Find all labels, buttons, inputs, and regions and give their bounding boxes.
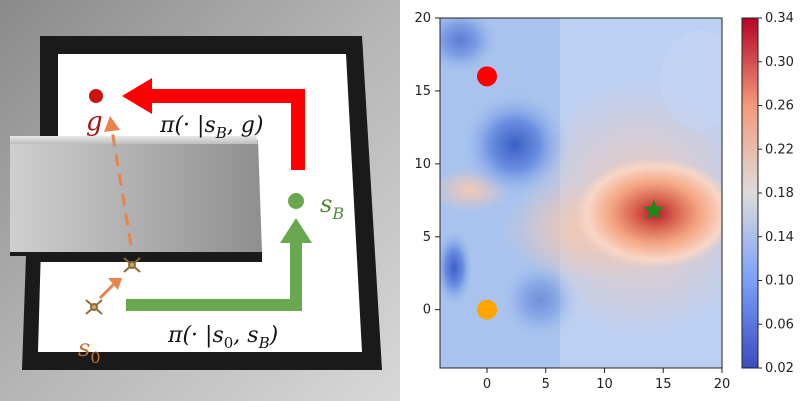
colorbar-tick-label: 0.26 — [765, 99, 794, 114]
orange-short-arrow-head — [108, 278, 122, 290]
colorbar-tick-label: 0.18 — [765, 186, 794, 201]
goal-point — [477, 66, 497, 87]
colorbar-tick-label: 0.06 — [765, 317, 794, 332]
subgoal-star — [643, 199, 665, 220]
colorbar-tick-label: 0.34 — [765, 11, 794, 26]
red-policy-arrow — [150, 89, 305, 170]
goal-marker — [89, 89, 103, 103]
y-axis-ticks: 0 5 10 15 20 — [414, 11, 440, 318]
x-tick-label: 10 — [596, 377, 613, 392]
red-arrow-head — [122, 78, 152, 114]
colorbar-tick-label: 0.22 — [765, 142, 794, 157]
maze-inner-block — [10, 140, 262, 252]
y-tick-label: 5 — [423, 230, 431, 245]
heatmap-markers — [477, 66, 665, 320]
colorbar — [741, 17, 759, 369]
policy-label-top: π(· |sB, g) — [159, 113, 263, 142]
orange-short-arrow — [98, 282, 116, 300]
y-tick-label: 0 — [423, 303, 431, 318]
start-point — [477, 299, 497, 320]
subgoal-marker — [288, 193, 304, 209]
colorbar-ticks: 0.02 0.06 0.10 0.14 0.18 0.22 0.26 0.30 0.34 — [758, 11, 794, 376]
y-tick-label: 10 — [414, 157, 431, 172]
colorbar-tick-label: 0.14 — [765, 230, 794, 245]
y-tick-label: 15 — [414, 84, 431, 99]
x-tick-label: 15 — [655, 377, 672, 392]
x-tick-label: 0 — [483, 377, 491, 392]
heatmap-field — [440, 18, 722, 368]
green-policy-arrow — [126, 240, 302, 311]
goal-label: g — [86, 107, 103, 137]
x-tick-label: 5 — [542, 377, 550, 392]
policy-label-bottom: π(· |s0, sB) — [167, 323, 278, 352]
colorbar-tick-label: 0.30 — [765, 55, 794, 70]
plot-frame — [439, 17, 723, 369]
green-arrow-head — [280, 218, 312, 243]
y-tick-label: 20 — [414, 11, 431, 26]
subgoal-label: sB — [320, 190, 344, 223]
x-axis-ticks: 0 5 10 15 20 — [483, 368, 730, 392]
start-label: s0 — [78, 334, 101, 367]
maze-inner-block-shadow — [10, 252, 262, 262]
ant-agent-icon — [123, 257, 141, 273]
orange-dashed-arrow-head — [104, 116, 120, 132]
colorbar-tick-label: 0.10 — [765, 274, 794, 289]
maze-panel: g sB s0 π(· |sB, g) π(· |s0, sB) — [0, 0, 400, 401]
x-tick-label: 20 — [714, 377, 731, 392]
colorbar-tick-label: 0.02 — [765, 361, 794, 376]
maze-inner-block-top — [10, 136, 258, 144]
ant-start-icon — [85, 299, 103, 315]
